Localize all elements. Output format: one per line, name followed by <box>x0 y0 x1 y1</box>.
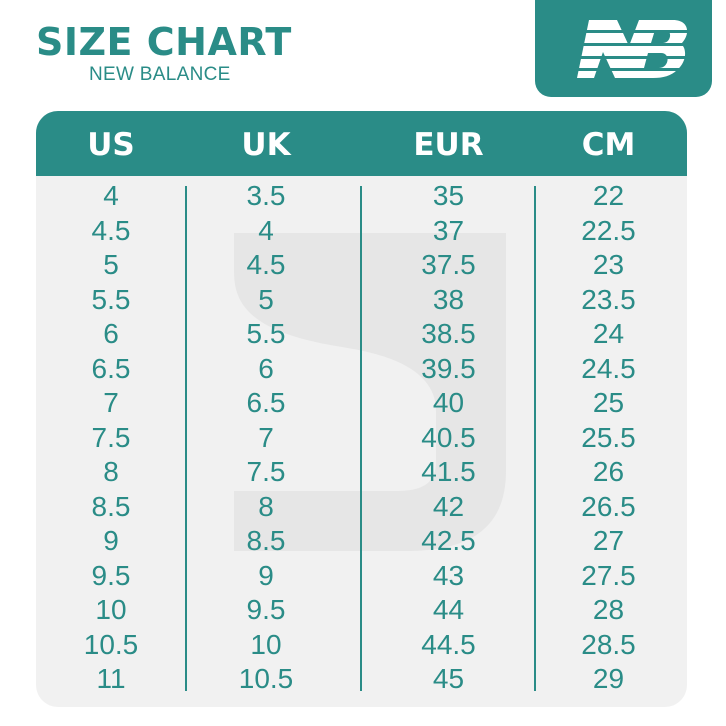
size-cell-uk: 6 <box>258 352 274 384</box>
size-cell-cm: 24.5 <box>581 352 636 384</box>
size-cell-cm: 27.5 <box>581 559 636 591</box>
size-cell-eur: 44.5 <box>421 628 476 660</box>
size-cell-us: 4 <box>103 180 119 211</box>
size-cell-eur: 45 <box>432 663 465 694</box>
column-header-uk: UK <box>241 127 291 163</box>
new-balance-logo-icon <box>558 19 689 78</box>
size-cell-us: 8.5 <box>91 490 131 522</box>
size-cell-eur: 39.5 <box>421 352 476 384</box>
size-cell-uk: 8.5 <box>246 525 286 556</box>
size-cell-eur: 35 <box>432 180 465 211</box>
column-divider <box>360 186 362 691</box>
column-divider <box>185 186 187 691</box>
size-cell-cm: 23 <box>592 249 625 280</box>
column-divider <box>534 186 536 691</box>
size-cell-eur: 38 <box>432 283 465 315</box>
size-cell-cm: 25.5 <box>581 421 636 453</box>
size-cell-us: 7.5 <box>91 421 131 453</box>
column-cm: 22 22.5 23 23.5 24 24.5 25 25.5 26 26.5 27 27.5 28 28… <box>536 179 681 697</box>
size-cell-us: 7 <box>103 387 119 418</box>
size-cell-uk: 5 <box>258 283 274 315</box>
brand-subtitle: NEW BALANCE <box>89 64 231 85</box>
size-chart-table: US UK EUR CM 4 4.5 5 5.5 6 6.5 7 7.5 8 8.5 9 9.5 10 1… <box>36 111 687 707</box>
size-cell-cm: 26 <box>592 456 625 487</box>
size-cell-uk: 8 <box>258 490 274 522</box>
size-cell-cm: 22 <box>592 180 625 211</box>
size-cell-eur: 40.5 <box>421 421 476 453</box>
size-cell-uk: 4 <box>258 214 274 246</box>
size-cell-eur: 40 <box>432 387 465 418</box>
size-cell-us: 5 <box>103 249 119 280</box>
table-header-row: US UK EUR CM <box>36 111 687 176</box>
watermark-logo <box>234 233 506 551</box>
size-cell-uk: 6.5 <box>246 387 286 418</box>
column-header-cm: CM <box>581 127 636 163</box>
size-cell-uk: 9 <box>258 559 274 591</box>
size-cell-cm: 24 <box>592 318 625 349</box>
column-uk: 3.5 4 4.5 5 5.5 6 6.5 7 7.5 8 8.5 9 9.5 10 10.5 <box>186 179 346 697</box>
size-cell-cm: 28.5 <box>581 628 636 660</box>
page-title: SIZE CHART <box>36 20 292 64</box>
size-cell-us: 10 <box>95 594 127 625</box>
size-cell-us: 4.5 <box>91 214 131 246</box>
size-cell-cm: 23.5 <box>581 283 636 315</box>
size-cell-us: 5.5 <box>91 283 131 315</box>
size-cell-uk: 7 <box>258 421 274 453</box>
column-header-us: US <box>87 127 135 163</box>
size-cell-uk: 5.5 <box>246 318 286 349</box>
size-cell-uk: 4.5 <box>246 249 286 280</box>
size-cell-eur: 42 <box>432 490 465 522</box>
size-cell-us: 6.5 <box>91 352 131 384</box>
size-cell-cm: 22.5 <box>581 214 636 246</box>
size-cell-cm: 27 <box>592 525 625 556</box>
size-cell-cm: 29 <box>592 663 625 694</box>
column-us: 4 4.5 5 5.5 6 6.5 7 7.5 8 8.5 9 9.5 10 10.5 11 <box>36 179 186 697</box>
size-cell-cm: 28 <box>592 594 625 625</box>
size-cell-eur: 37 <box>432 214 465 246</box>
size-cell-uk: 10.5 <box>238 663 294 694</box>
size-cell-eur: 43 <box>432 559 465 591</box>
size-cell-uk: 7.5 <box>246 456 286 487</box>
size-cell-uk: 9.5 <box>246 594 286 625</box>
size-cell-eur: 38.5 <box>421 318 476 349</box>
size-cell-eur: 41.5 <box>421 456 476 487</box>
size-cell-eur: 44 <box>432 594 465 625</box>
size-cell-us: 9.5 <box>91 559 131 591</box>
column-header-eur: EUR <box>413 127 484 163</box>
size-cell-us: 6 <box>103 318 119 349</box>
size-cell-us: 8 <box>103 456 119 487</box>
size-cell-us: 11 <box>96 663 126 694</box>
size-cell-cm: 26.5 <box>581 490 636 522</box>
size-cell-eur: 42.5 <box>421 525 476 556</box>
size-cell-uk: 10 <box>250 628 282 660</box>
column-eur: 35 37 37.5 38 38.5 39.5 40 40.5 41.5 42 42.5 43 44 44… <box>361 179 536 697</box>
size-cell-us: 10.5 <box>83 628 139 660</box>
size-cell-cm: 25 <box>592 387 625 418</box>
size-cell-eur: 37.5 <box>421 249 476 280</box>
size-cell-us: 9 <box>103 525 119 556</box>
new-balance-logo <box>535 0 712 97</box>
size-cell-uk: 3.5 <box>246 180 286 211</box>
